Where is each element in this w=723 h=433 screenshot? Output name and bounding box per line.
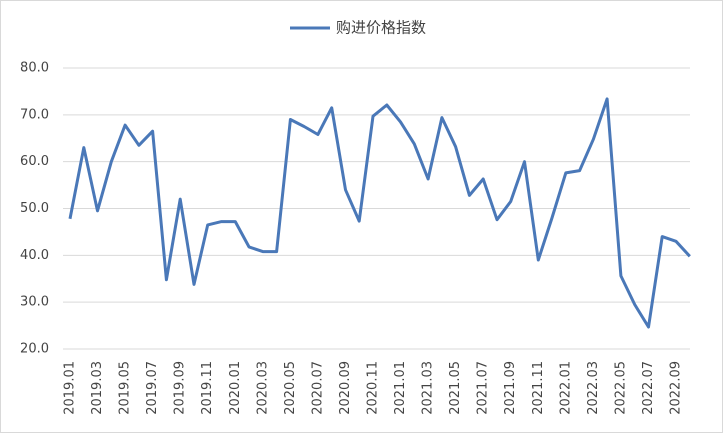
x-tick-label: 2021.11 bbox=[531, 361, 546, 415]
series-line bbox=[68, 97, 691, 329]
x-tick-label: 2020.03 bbox=[255, 361, 270, 415]
x-tick-label: 2019.05 bbox=[118, 361, 133, 415]
y-tick-label: 50.0 bbox=[20, 201, 49, 216]
x-tick-label: 2021.09 bbox=[503, 361, 518, 415]
legend-label: 购进价格指数 bbox=[336, 19, 426, 37]
x-tick-label: 2019.11 bbox=[200, 361, 215, 415]
x-tick-label: 2021.01 bbox=[393, 361, 408, 415]
y-tick-label: 60.0 bbox=[20, 154, 49, 169]
y-tick-label: 80.0 bbox=[20, 61, 49, 76]
x-tick-label: 2019.07 bbox=[145, 361, 160, 415]
x-tick-label: 2021.03 bbox=[421, 361, 436, 415]
y-tick-label: 40.0 bbox=[20, 248, 49, 263]
x-tick-label: 2022.01 bbox=[558, 361, 573, 415]
x-tick-label: 2019.03 bbox=[90, 361, 105, 415]
x-tick-label: 2022.09 bbox=[669, 361, 684, 415]
y-tick-label: 70.0 bbox=[20, 107, 49, 122]
x-tick-label: 2020.07 bbox=[310, 361, 325, 415]
x-tick-label: 2022.03 bbox=[586, 361, 601, 415]
x-tick-label: 2020.01 bbox=[228, 361, 243, 415]
x-tick-label: 2019.09 bbox=[173, 361, 188, 415]
x-tick-label: 2020.09 bbox=[338, 361, 353, 415]
y-tick-label: 30.0 bbox=[20, 295, 49, 310]
x-tick-label: 2021.07 bbox=[476, 361, 491, 415]
x-tick-label: 2022.05 bbox=[613, 361, 628, 415]
x-tick-label: 2020.05 bbox=[283, 361, 298, 415]
x-tick-label: 2019.01 bbox=[63, 361, 78, 415]
x-tick-label: 2020.11 bbox=[366, 361, 381, 415]
x-tick-label: 2021.05 bbox=[448, 361, 463, 415]
y-tick-label: 20.0 bbox=[20, 342, 49, 357]
x-tick-label: 2022.07 bbox=[641, 361, 656, 415]
